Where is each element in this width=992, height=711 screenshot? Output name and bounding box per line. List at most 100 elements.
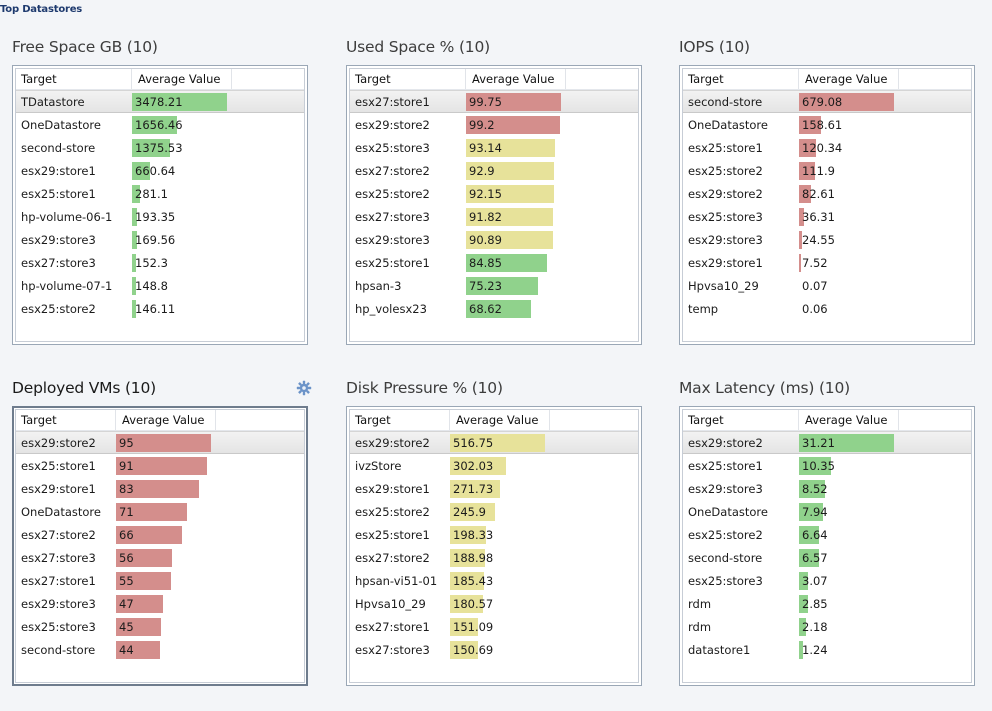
value-bar (450, 548, 485, 567)
table-row[interactable]: Hpvsa10_29 0.07 (683, 274, 971, 297)
table-row[interactable]: esx27:store2 188.98 (350, 546, 638, 569)
gear-icon[interactable] (296, 380, 312, 396)
column-header-average-value[interactable]: Average Value (450, 410, 550, 430)
table-row[interactable]: esx29:store3 90.89 (350, 228, 638, 251)
average-value: 6.64 (802, 527, 828, 542)
table-row[interactable]: esx25:store3 36.31 (683, 205, 971, 228)
value-bar (799, 184, 811, 203)
table-row[interactable]: second-store 679.08 (683, 90, 971, 113)
table-row[interactable]: rdm 2.18 (683, 615, 971, 638)
table-row[interactable]: esx29:store2 82.61 (683, 182, 971, 205)
table-row[interactable]: esx27:store1 99.75 (350, 90, 638, 113)
table-row[interactable]: esx25:store1 281.1 (16, 182, 304, 205)
average-value: 68.62 (469, 301, 502, 316)
table-row[interactable]: esx25:store1 91 (16, 454, 304, 477)
table-row[interactable]: esx29:store2 99.2 (350, 113, 638, 136)
average-value: 92.9 (469, 163, 495, 178)
target-name: esx29:store3 (21, 596, 96, 611)
value-bar (466, 115, 560, 134)
table-row[interactable]: esx29:store3 47 (16, 592, 304, 615)
table-header: Target Average Value (683, 69, 971, 90)
table-row[interactable]: esx25:store1 198.33 (350, 523, 638, 546)
table-row[interactable]: datastore1 1.24 (683, 638, 971, 661)
table-row[interactable]: esx27:store1 55 (16, 569, 304, 592)
table-row[interactable]: rdm 2.85 (683, 592, 971, 615)
column-header-target[interactable]: Target (16, 410, 116, 430)
table-row[interactable]: hpsan-vi51-01 185.43 (350, 569, 638, 592)
value-bar (799, 594, 808, 613)
table-row[interactable]: esx29:store3 24.55 (683, 228, 971, 251)
results-table[interactable]: Target Average Value TDatastore 3478.21 OneD… (12, 65, 308, 345)
value-bar (132, 92, 227, 111)
table-row[interactable]: esx27:store1 151.09 (350, 615, 638, 638)
table-row[interactable]: esx25:store3 93.14 (350, 136, 638, 159)
table-row[interactable]: esx29:store1 660.64 (16, 159, 304, 182)
column-header-average-value[interactable]: Average Value (116, 410, 216, 430)
table-row[interactable]: esx27:store3 91.82 (350, 205, 638, 228)
column-header-average-value[interactable]: Average Value (132, 69, 232, 89)
value-bar (466, 299, 531, 318)
panel-title: Disk Pressure % (10) (346, 379, 503, 397)
table-row[interactable]: esx27:store3 56 (16, 546, 304, 569)
table-row[interactable]: OneDatastore 1656.46 (16, 113, 304, 136)
results-table[interactable]: Target Average Value esx29:store2 95 esx25:s… (12, 406, 308, 686)
value-bar (116, 571, 171, 590)
table-row[interactable]: esx25:store1 10.35 (683, 454, 971, 477)
target-name: esx29:store3 (355, 232, 430, 247)
results-table[interactable]: Target Average Value second-store 679.08 One… (679, 65, 975, 345)
table-row[interactable]: second-store 44 (16, 638, 304, 661)
table-row[interactable]: esx27:store3 150.69 (350, 638, 638, 661)
table-row[interactable]: esx25:store3 45 (16, 615, 304, 638)
table-header: Target Average Value (350, 69, 638, 90)
table-row[interactable]: esx25:store1 120.34 (683, 136, 971, 159)
table-row[interactable]: esx29:store1 7.52 (683, 251, 971, 274)
table-row[interactable]: esx29:store1 83 (16, 477, 304, 500)
table-row[interactable]: Hpvsa10_29 180.57 (350, 592, 638, 615)
table-row[interactable]: esx29:store2 95 (16, 431, 304, 454)
target-name: esx29:store1 (688, 255, 763, 270)
table-row[interactable]: esx25:store3 3.07 (683, 569, 971, 592)
column-header-average-value[interactable]: Average Value (466, 69, 566, 89)
column-header-target[interactable]: Target (683, 410, 799, 430)
target-name: esx29:store2 (688, 435, 763, 450)
table-row[interactable]: esx29:store2 516.75 (350, 431, 638, 454)
average-value: 7.94 (802, 504, 828, 519)
table-row[interactable]: esx25:store2 146.11 (16, 297, 304, 320)
results-table[interactable]: Target Average Value esx29:store2 31.21 esx2… (679, 406, 975, 686)
table-row[interactable]: second-store 6.57 (683, 546, 971, 569)
column-header-target[interactable]: Target (350, 410, 450, 430)
table-row[interactable]: hp-volume-07-1 148.8 (16, 274, 304, 297)
table-row[interactable]: esx29:store1 271.73 (350, 477, 638, 500)
column-header-target[interactable]: Target (350, 69, 466, 89)
column-header-target[interactable]: Target (683, 69, 799, 89)
table-row[interactable]: esx27:store3 152.3 (16, 251, 304, 274)
table-row[interactable]: esx29:store3 169.56 (16, 228, 304, 251)
table-row[interactable]: temp 0.06 (683, 297, 971, 320)
table-row[interactable]: esx25:store2 111.9 (683, 159, 971, 182)
table-row[interactable]: esx25:store1 84.85 (350, 251, 638, 274)
table-row[interactable]: TDatastore 3478.21 (16, 90, 304, 113)
table-row[interactable]: hp-volume-06-1 193.35 (16, 205, 304, 228)
table-row[interactable]: OneDatastore 7.94 (683, 500, 971, 523)
results-table[interactable]: Target Average Value esx27:store1 99.75 esx2… (346, 65, 642, 345)
table-row[interactable]: esx27:store2 92.9 (350, 159, 638, 182)
table-header: Target Average Value (16, 410, 304, 431)
column-header-target[interactable]: Target (16, 69, 132, 89)
table-row[interactable]: hp_volesx23 68.62 (350, 297, 638, 320)
table-row[interactable]: esx25:store2 6.64 (683, 523, 971, 546)
table-row[interactable]: second-store 1375.53 (16, 136, 304, 159)
table-row[interactable]: esx25:store2 245.9 (350, 500, 638, 523)
table-row[interactable]: ivzStore 302.03 (350, 454, 638, 477)
column-header-average-value[interactable]: Average Value (799, 410, 899, 430)
table-row[interactable]: OneDatastore 71 (16, 500, 304, 523)
column-header-average-value[interactable]: Average Value (799, 69, 899, 89)
table-row[interactable]: esx25:store2 92.15 (350, 182, 638, 205)
results-table[interactable]: Target Average Value esx29:store2 516.75 ivz… (346, 406, 642, 686)
value-bar (116, 502, 187, 521)
average-value: 71 (119, 504, 134, 519)
table-row[interactable]: esx29:store2 31.21 (683, 431, 971, 454)
table-row[interactable]: hpsan-3 75.23 (350, 274, 638, 297)
table-row[interactable]: esx29:store3 8.52 (683, 477, 971, 500)
table-row[interactable]: esx27:store2 66 (16, 523, 304, 546)
table-row[interactable]: OneDatastore 158.61 (683, 113, 971, 136)
